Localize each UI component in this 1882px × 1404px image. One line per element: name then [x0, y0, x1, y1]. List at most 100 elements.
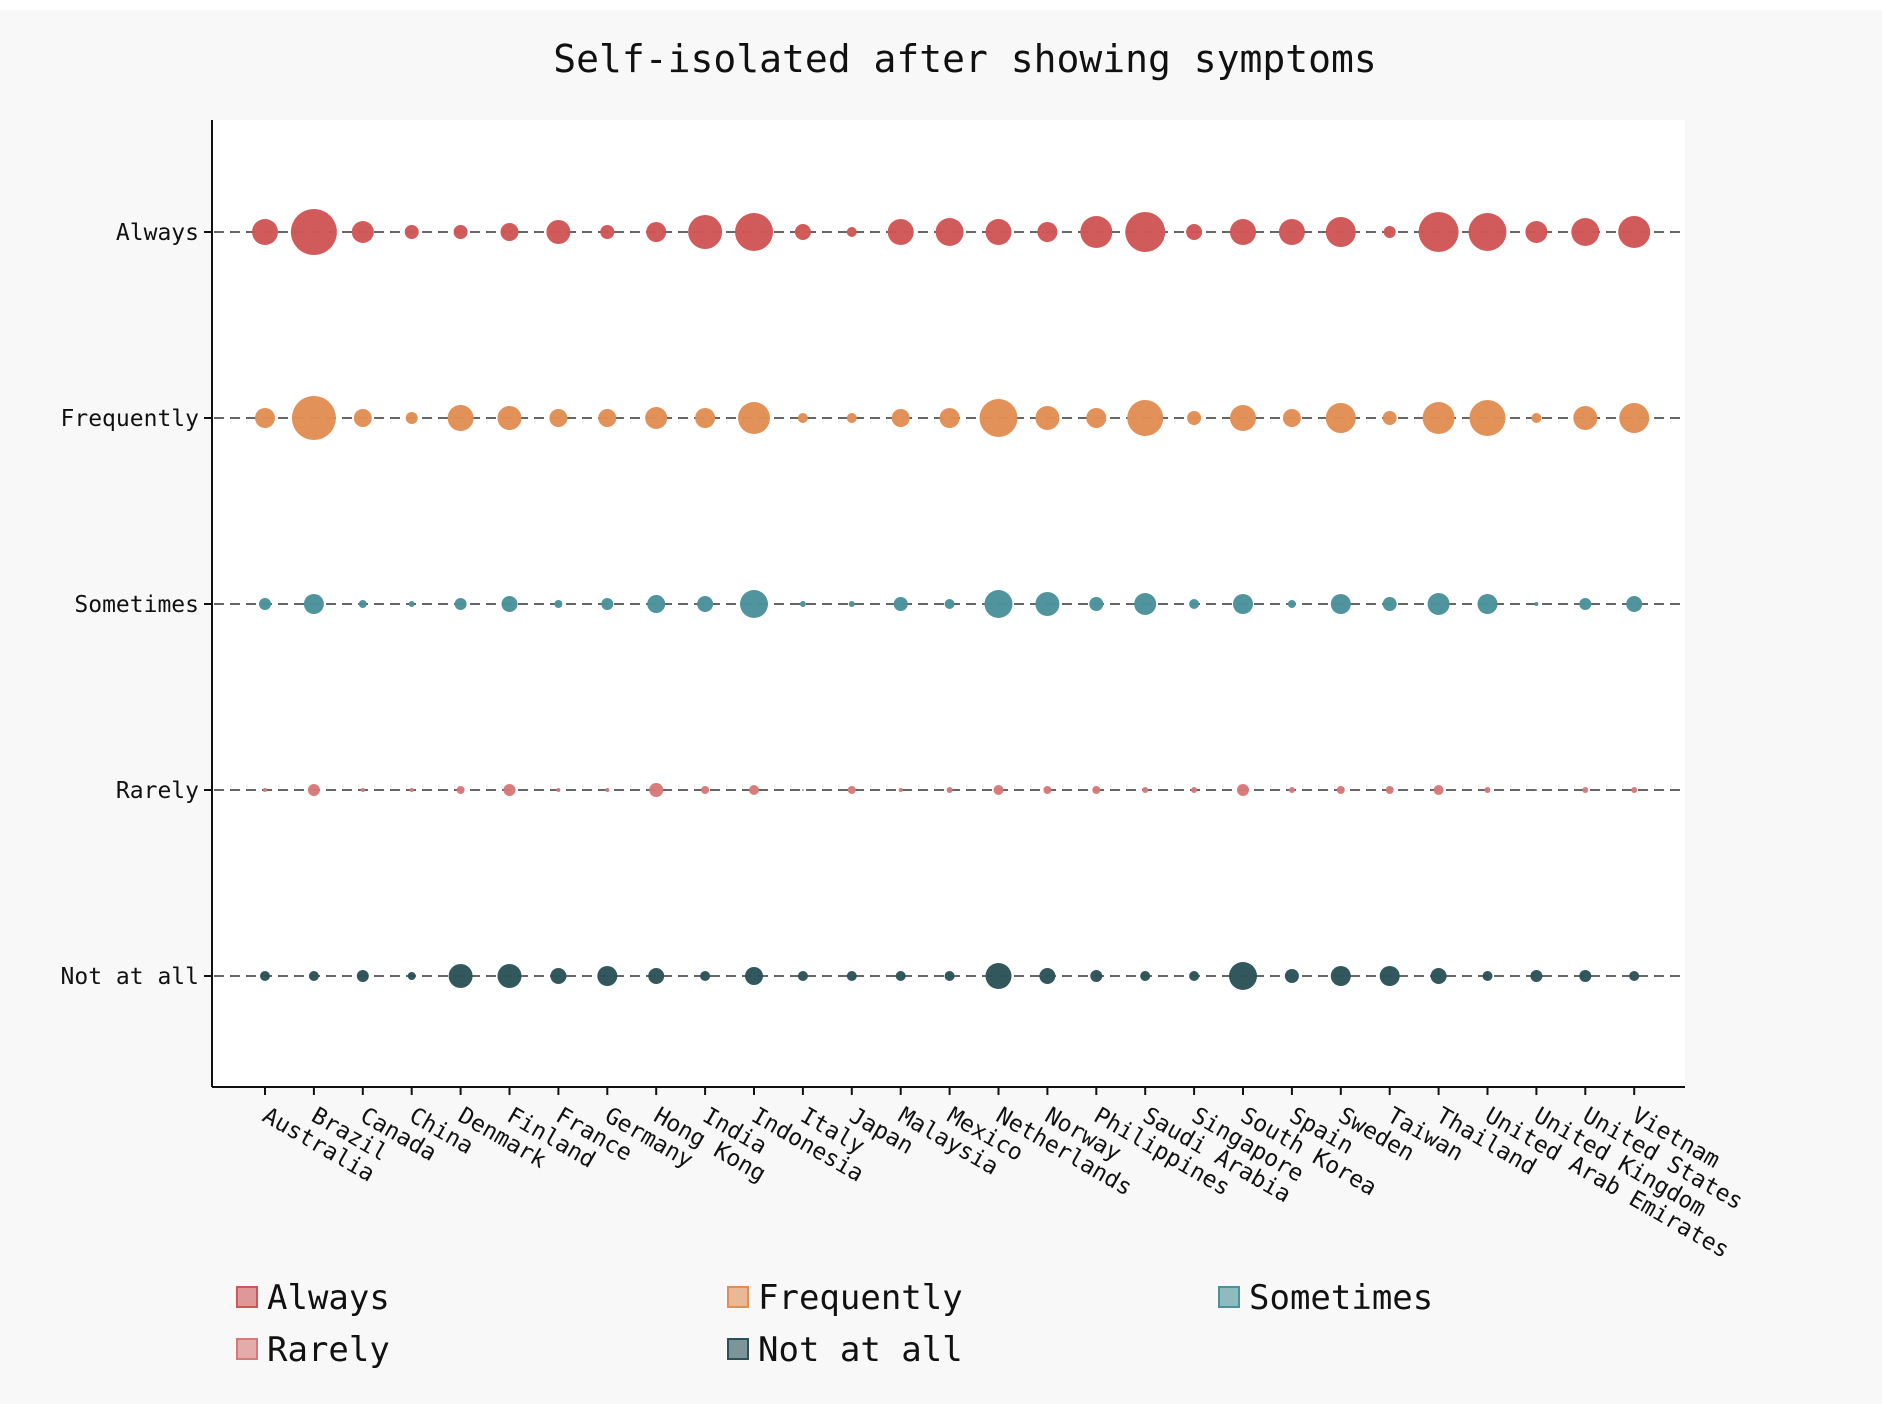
- bubble-not-at-all-united-arab-emirates: [1482, 971, 1493, 981]
- bubble-frequently-thailand: [1422, 402, 1455, 434]
- bubble-rarely-malaysia: [898, 788, 903, 792]
- bubble-frequently-france: [549, 409, 568, 427]
- bubble-always-italy: [794, 224, 811, 240]
- bubble-always-india: [688, 215, 723, 249]
- bubble-not-at-all-malaysia: [895, 971, 906, 981]
- bubble-rarely-australia: [263, 788, 267, 792]
- bubble-sometimes-norway: [1035, 592, 1060, 616]
- bubble-rarely-norway: [1043, 786, 1052, 794]
- bubble-sometimes-sweden: [1330, 594, 1351, 614]
- bubble-frequently-saudi-arabia: [1127, 400, 1164, 436]
- bubble-frequently-philippines: [1086, 408, 1107, 428]
- bubble-sometimes-philippines: [1089, 597, 1104, 611]
- bubble-not-at-all-germany: [597, 966, 618, 986]
- bubble-not-at-all-japan: [846, 971, 857, 981]
- bubble-not-at-all-norway: [1039, 968, 1056, 984]
- bubble-frequently-spain: [1282, 409, 1301, 427]
- bubble-rarely-united-kingdom: [1535, 789, 1538, 791]
- bubble-not-at-all-spain: [1284, 969, 1299, 983]
- bubble-not-at-all-taiwan: [1379, 966, 1400, 986]
- bubble-frequently-china: [405, 412, 418, 424]
- bubble-frequently-australia: [255, 408, 275, 428]
- bubble-frequently-norway: [1035, 406, 1060, 430]
- bubble-always-hong-kong: [646, 222, 667, 242]
- bubble-sometimes-hong-kong: [647, 595, 666, 613]
- bubble-sometimes-china: [408, 601, 415, 607]
- bubble-not-at-all-singapore: [1189, 971, 1200, 981]
- bubble-not-at-all-south-korea: [1229, 962, 1257, 990]
- legend-item-not-at-all: Not at all: [727, 1330, 963, 1370]
- bubble-rarely-singapore: [1191, 787, 1198, 793]
- bubble-not-at-all-philippines: [1090, 970, 1103, 982]
- bubble-always-spain: [1278, 219, 1305, 245]
- bubble-always-france: [546, 220, 571, 244]
- bubble-rarely-china: [409, 788, 414, 792]
- bubble-rarely-hong-kong: [649, 783, 664, 797]
- bubble-frequently-vietnam: [1619, 403, 1650, 433]
- bubble-rarely-thailand: [1433, 785, 1444, 795]
- bubble-rarely-germany: [605, 788, 610, 792]
- bubble-rarely-canada: [360, 788, 365, 792]
- bubble-rarely-philippines: [1092, 786, 1101, 794]
- bubble-always-taiwan: [1383, 226, 1396, 238]
- chart-title: Self-isolated after showing symptoms: [553, 37, 1377, 81]
- bubble-sometimes-singapore: [1189, 599, 1200, 609]
- bubble-always-thailand: [1418, 212, 1459, 252]
- bubble-frequently-netherlands: [979, 399, 1018, 437]
- bubbles: [252, 209, 1651, 990]
- bubble-rarely-united-states: [1582, 787, 1589, 793]
- bubble-frequently-mexico: [939, 408, 960, 428]
- bubble-rarely-saudi-arabia: [1142, 787, 1149, 793]
- bubble-always-japan: [846, 227, 857, 237]
- bubble-sometimes-taiwan: [1382, 597, 1397, 611]
- legend-label-rarely: Rarely: [267, 1330, 390, 1370]
- bubble-always-netherlands: [985, 219, 1012, 245]
- bubble-sometimes-finland: [501, 596, 518, 612]
- bubble-not-at-all-hong-kong: [648, 968, 665, 984]
- legend-item-sometimes: Sometimes: [1218, 1278, 1433, 1318]
- bubble-sometimes-india: [697, 596, 714, 612]
- bubble-not-at-all-united-kingdom: [1530, 970, 1543, 982]
- bubble-always-south-korea: [1230, 219, 1256, 245]
- bubble-not-at-all-india: [700, 971, 711, 981]
- bubble-frequently-germany: [598, 409, 617, 427]
- bubble-rarely-mexico: [946, 787, 953, 793]
- bubble-rarely-finland: [503, 784, 516, 796]
- bubble-rarely-denmark: [456, 786, 465, 794]
- bubble-always-china: [404, 225, 419, 239]
- y-tick-label-rarely: Rarely: [116, 778, 199, 804]
- bubble-not-at-all-indonesia: [745, 967, 763, 985]
- bubble-not-at-all-france: [550, 968, 567, 984]
- bubble-frequently-indonesia: [738, 402, 770, 434]
- bubble-sometimes-denmark: [454, 598, 467, 610]
- bubble-not-at-all-thailand: [1430, 968, 1447, 984]
- bubble-always-australia: [252, 219, 278, 245]
- bubble-rarely-sweden: [1336, 786, 1345, 794]
- bubble-always-united-kingdom: [1525, 221, 1548, 243]
- bubble-sometimes-germany: [601, 598, 614, 610]
- bubble-sometimes-indonesia: [740, 590, 768, 618]
- bubble-not-at-all-china: [407, 972, 416, 980]
- bubble-sometimes-saudi-arabia: [1134, 593, 1157, 615]
- bubble-not-at-all-mexico: [944, 971, 955, 981]
- bubble-always-finland: [500, 223, 519, 241]
- bubble-not-at-all-saudi-arabia: [1140, 971, 1151, 981]
- bubble-frequently-united-states: [1573, 406, 1598, 430]
- bubble-frequently-denmark: [447, 405, 474, 431]
- bubble-rarely-taiwan: [1385, 786, 1394, 794]
- bubble-frequently-united-kingdom: [1531, 413, 1542, 423]
- bubble-always-philippines: [1080, 216, 1113, 248]
- legend-swatch-always: [236, 1286, 258, 1308]
- bubble-always-united-states: [1571, 218, 1600, 246]
- bubble-sometimes-united-states: [1579, 598, 1592, 610]
- bubble-not-at-all-italy: [797, 971, 808, 981]
- bubble-always-indonesia: [735, 213, 773, 251]
- bubble-sometimes-vietnam: [1626, 596, 1643, 612]
- bubble-rarely-united-arab-emirates: [1484, 787, 1491, 793]
- bubble-sometimes-japan: [848, 601, 855, 607]
- legend: Always Frequently Sometimes Rarely Not at al…: [236, 1278, 1433, 1370]
- top-strip: [0, 0, 1882, 10]
- bubble-frequently-canada: [353, 409, 372, 427]
- y-tick-label-not-at-all: Not at all: [61, 964, 199, 990]
